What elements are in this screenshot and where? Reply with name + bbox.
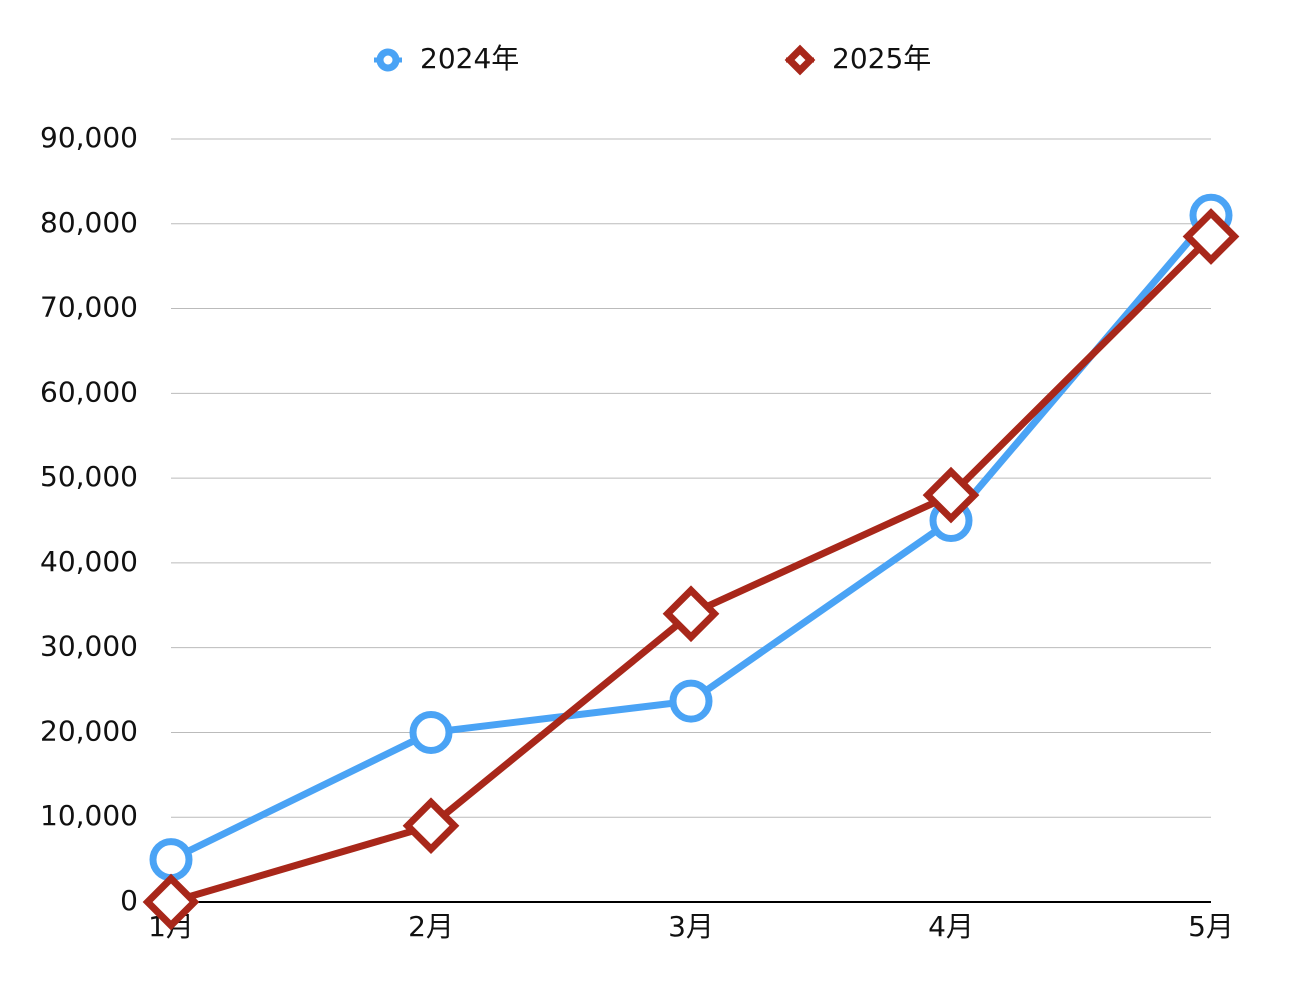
x-tick-label: 3月 (668, 910, 714, 943)
marker (402, 797, 460, 855)
legend-label: 2024年 (420, 42, 519, 75)
x-tick-label: 2月 (408, 910, 454, 943)
legend-label: 2025年 (832, 42, 931, 75)
marker (376, 48, 400, 72)
y-tick-label: 50,000 (40, 460, 138, 493)
y-tick-label: 90,000 (40, 121, 138, 154)
marker (922, 466, 980, 524)
y-tick-label: 30,000 (40, 630, 138, 663)
marker (669, 679, 713, 723)
y-tick-label: 60,000 (40, 375, 138, 408)
y-tick-label: 80,000 (40, 206, 138, 239)
marker (784, 44, 816, 76)
marker (149, 838, 193, 882)
y-tick-label: 20,000 (40, 714, 138, 747)
line (170, 234, 1214, 906)
x-tick-label: 4月 (928, 910, 974, 943)
y-tick-label: 0 (120, 884, 138, 917)
marker (409, 710, 453, 754)
line (169, 213, 1214, 863)
marker (662, 585, 720, 643)
marker (1182, 208, 1240, 265)
marker (142, 873, 200, 931)
y-tick-label: 10,000 (40, 799, 138, 832)
x-tick-label: 5月 (1188, 910, 1234, 943)
y-tick-label: 70,000 (40, 291, 138, 324)
y-tick-label: 40,000 (40, 545, 138, 578)
